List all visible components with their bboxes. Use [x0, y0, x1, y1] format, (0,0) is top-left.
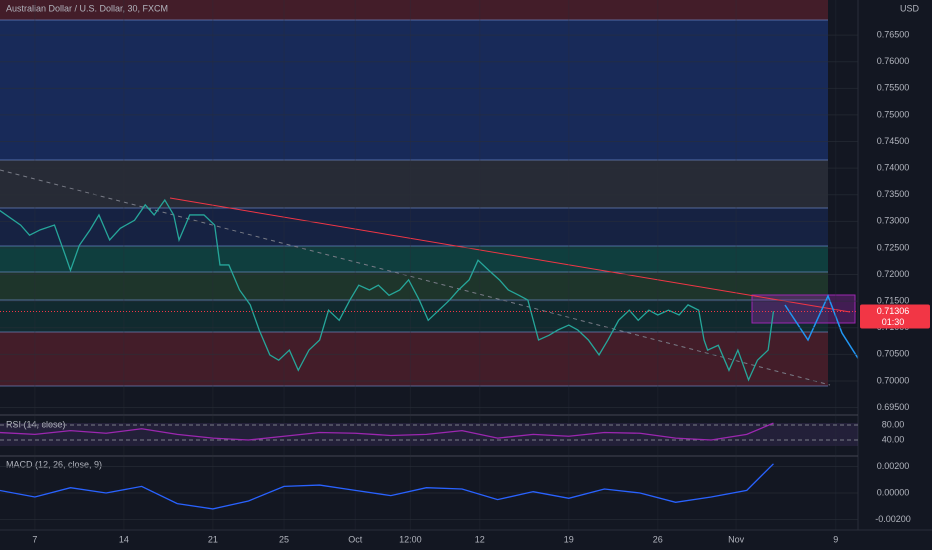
trend-line	[169, 197, 851, 313]
last-price-tag	[860, 304, 930, 329]
y-tick-label: 0.69500	[877, 402, 910, 412]
zones	[0, 0, 856, 387]
x-tick-label: 19	[564, 534, 574, 544]
x-tick-label: 12:00	[399, 534, 422, 544]
y-tick-label: 0.74500	[877, 136, 910, 146]
y-tick-label: 0.72500	[877, 242, 910, 252]
y-tick-label: -0.00200	[875, 514, 911, 524]
y-tick-label: 0.75000	[877, 109, 910, 119]
y-tick-label: 0.00200	[877, 461, 910, 471]
macd-title: MACD (12, 26, close, 9)	[6, 459, 102, 469]
target-box	[751, 294, 856, 324]
y-tick-label: 80.00	[882, 419, 905, 429]
last-price: 0.71306	[877, 306, 910, 316]
y-tick-label: 0.71500	[877, 296, 910, 306]
y-tick-label: 40.00	[882, 434, 905, 444]
x-tick-label: Oct	[348, 534, 363, 544]
x-tick-label: 21	[208, 534, 218, 544]
y-tick-label: 0.75500	[877, 83, 910, 93]
x-tick-label: 9	[833, 534, 838, 544]
price-line	[0, 463, 774, 510]
price-line	[0, 422, 774, 441]
rsi-title: RSI (14, close)	[6, 419, 66, 429]
y-tick-label: 0.74000	[877, 163, 910, 173]
x-tick-label: 26	[653, 534, 663, 544]
zone	[0, 246, 828, 272]
x-tick-label: 25	[279, 534, 289, 544]
trend-line	[0, 169, 831, 386]
y-tick-label: 0.70500	[877, 349, 910, 359]
x-tick-label: Nov	[728, 534, 745, 544]
y-tick-label: 0.70000	[877, 375, 910, 385]
price-axis	[858, 0, 932, 550]
zone	[0, 332, 828, 386]
projection	[784, 294, 869, 375]
zone	[0, 0, 828, 20]
y-tick-label: 0.00000	[877, 487, 910, 497]
y-tick-label: 0.76000	[877, 56, 910, 66]
zone	[0, 272, 828, 300]
chart-title: Australian Dollar / U.S. Dollar, 30, FXC…	[6, 3, 168, 13]
currency: USD	[900, 3, 920, 13]
price-line	[0, 198, 775, 382]
x-tick-label: 7	[32, 534, 37, 544]
countdown: 01:30	[882, 317, 905, 327]
x-tick-label: 14	[119, 534, 129, 544]
y-tick-label: 0.72000	[877, 269, 910, 279]
y-tick-label: 0.73500	[877, 189, 910, 199]
y-tick-label: 0.76500	[877, 29, 910, 39]
y-tick-label: 0.73000	[877, 216, 910, 226]
zone	[0, 20, 828, 160]
x-tick-label: 12	[475, 534, 485, 544]
